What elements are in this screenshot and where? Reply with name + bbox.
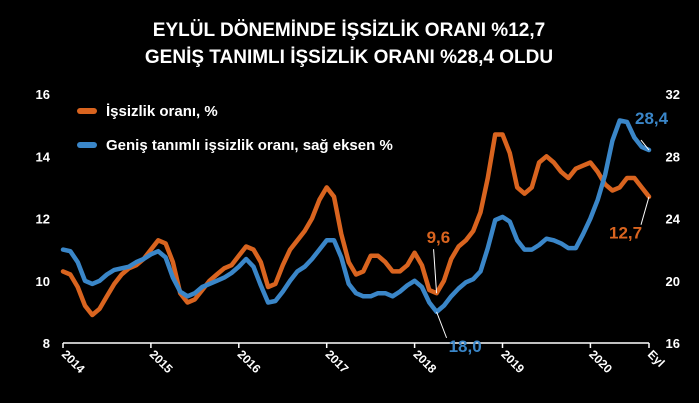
series-line-broad-unemployment-rate (60, 118, 652, 315)
annotation-leader-line (436, 311, 448, 339)
left-y-tick-label: 14 (36, 149, 51, 164)
annotation-leader-line (640, 139, 650, 151)
right-y-tick-label: 24 (666, 212, 681, 227)
annotation-leader-line (640, 196, 650, 225)
right-y-tick-label: 32 (666, 87, 680, 102)
legend: İşsizlik oranı, % Geniş tanımlı işsizlik… (77, 103, 393, 154)
annotation-label: 12,7 (609, 224, 642, 243)
annotation-label: 28,4 (635, 109, 669, 128)
left-y-tick-label: 8 (43, 336, 50, 351)
right-y-tick-label: 16 (666, 336, 680, 351)
left-y-axis-ticks: 8 10 12 14 16 (36, 87, 51, 351)
series-line-unemployment-rate (60, 132, 652, 318)
right-y-tick-label: 20 (666, 274, 680, 289)
left-y-tick-label: 16 (36, 87, 50, 102)
annotation-label: 9,6 (427, 228, 451, 247)
left-y-tick-label: 12 (36, 212, 50, 227)
chart-title-line-2: GENİŞ TANIMLI İŞSİZLİK ORANI %28,4 OLDU (145, 47, 553, 68)
legend-label-broad-unemployment-rate: Geniş tanımlı işsizlik oranı, sağ eksen … (106, 137, 393, 154)
legend-label-unemployment-rate: İşsizlik oranı, % (106, 103, 218, 120)
left-y-tick-label: 10 (36, 274, 50, 289)
chart-annotations: 9,6 18,0 12,7 28,4 (427, 109, 669, 356)
right-y-tick-label: 28 (666, 149, 680, 164)
right-y-axis-ticks: 16 20 24 28 32 (666, 87, 681, 351)
chart-title-line-1: EYLÜL DÖNEMİNDE İŞSİZLİK ORANI %12,7 (153, 20, 545, 41)
annotation-leader-line (433, 249, 438, 294)
annotation-label: 18,0 (449, 337, 482, 356)
